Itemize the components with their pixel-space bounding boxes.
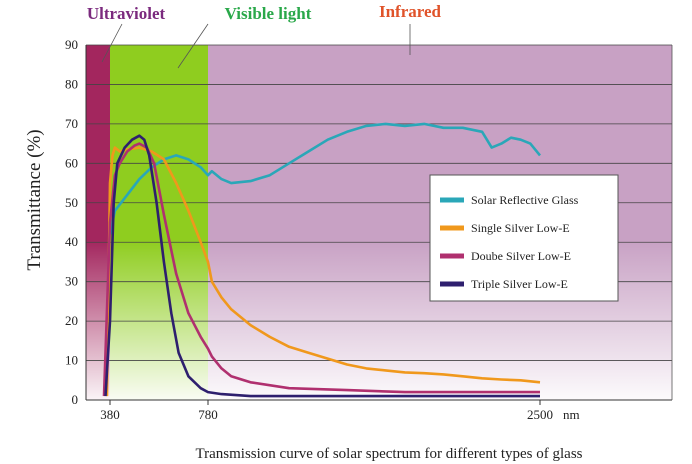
chart-caption: Transmission curve of solar spectrum for… xyxy=(195,446,582,462)
x-tick-label: 380 xyxy=(100,407,120,422)
x-tick-label: 2500 xyxy=(527,407,553,422)
grid-lines xyxy=(86,44,672,361)
series-line-doube-silver-low-e xyxy=(102,142,540,397)
region-label-pointer xyxy=(177,23,209,69)
series-lines xyxy=(102,122,542,398)
region-label-pointer xyxy=(101,23,123,63)
y-tick-label: 10 xyxy=(65,353,78,368)
region-labels: Ultraviolet Visible light Infrared xyxy=(87,2,442,69)
series-line-solar-reflective-glass xyxy=(108,122,542,235)
y-tick-labels: 0 10 20 30 40 50 60 70 80 90 xyxy=(65,37,78,407)
y-tick-label: 20 xyxy=(65,313,78,328)
legend-label: Doube Silver Low-E xyxy=(471,249,571,263)
y-tick-label: 70 xyxy=(65,116,78,131)
legend: Solar Reflective Glass Single Silver Low-… xyxy=(429,174,619,302)
axes xyxy=(85,45,673,401)
legend-label: Single Silver Low-E xyxy=(471,221,570,235)
y-tick-label: 0 xyxy=(72,392,79,407)
y-axis-title: Transmittance (%) xyxy=(24,129,45,270)
legend-label: Triple Silver Low-E xyxy=(471,277,568,291)
y-tick-label: 80 xyxy=(65,76,78,91)
x-axis-unit: nm xyxy=(563,407,580,422)
y-tick-label: 90 xyxy=(65,37,78,52)
y-tick-label: 40 xyxy=(65,234,78,249)
region-label-visible-light: Visible light xyxy=(225,4,312,23)
y-tick-label: 50 xyxy=(65,195,78,210)
region-label-ultraviolet: Ultraviolet xyxy=(87,4,166,23)
x-tick-label: 780 xyxy=(198,407,218,422)
y-tick-label: 30 xyxy=(65,274,78,289)
y-tick-label: 60 xyxy=(65,155,78,170)
x-tick-labels: 380 780 2500 xyxy=(100,400,553,422)
series-line-triple-silver-low-e xyxy=(104,134,540,398)
legend-label: Solar Reflective Glass xyxy=(471,193,579,207)
legend-box xyxy=(429,174,619,302)
region-label-infrared: Infrared xyxy=(379,2,442,21)
